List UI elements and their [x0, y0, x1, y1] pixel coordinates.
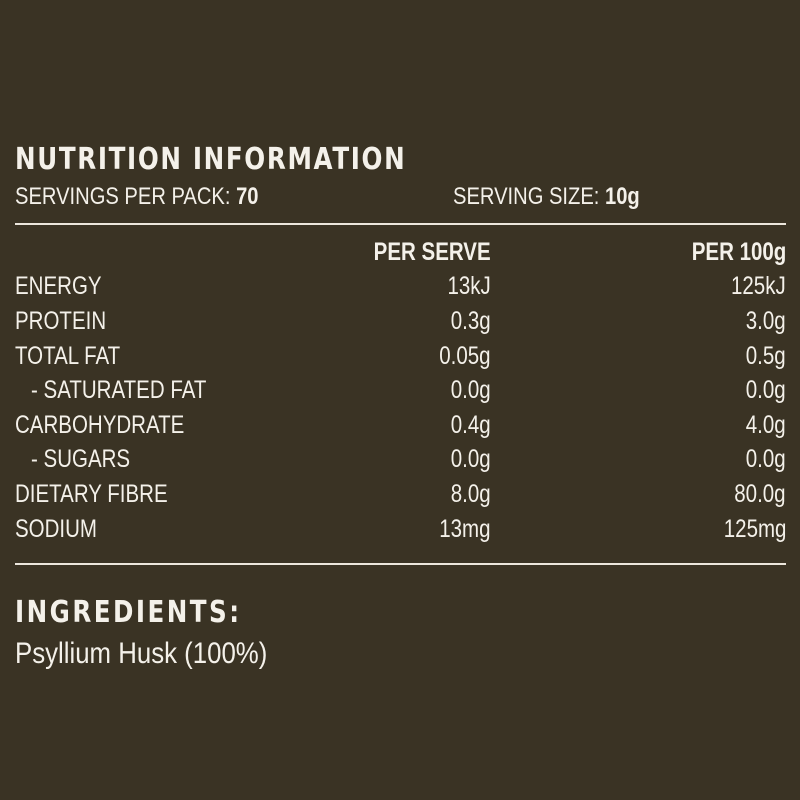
per-serve-value: 0.3g	[451, 306, 491, 335]
table-row: DIETARY FIBRE 8.0g 80.0g	[15, 477, 786, 512]
nutrition-title: NUTRITION INFORMATION	[15, 142, 407, 177]
per-serve-value: 13kJ	[447, 272, 491, 301]
table-row: SODIUM 13mg 125mg	[15, 512, 786, 547]
table-row: ENERGY 13kJ 125kJ	[15, 270, 786, 305]
nutrient-name: - SUGARS	[31, 445, 131, 474]
nutrient-name: TOTAL FAT	[15, 341, 121, 370]
top-divider	[15, 223, 786, 225]
per-100g-value: 125mg	[723, 514, 786, 543]
nutrition-panel: NUTRITION INFORMATION SERVINGS PER PACK:…	[15, 140, 786, 673]
per-100g-value: 80.0g	[734, 479, 786, 508]
bottom-divider	[15, 563, 786, 566]
servings-per-pack: SERVINGS PER PACK: 70	[15, 180, 259, 214]
nutrient-name: PROTEIN	[15, 306, 107, 335]
nutrition-table: PER SERVE PER 100g ENERGY 13kJ 125kJ PROTEI…	[15, 235, 786, 546]
table-row: - SATURATED FAT 0.0g 0.0g	[15, 373, 786, 408]
per-serve-value: 0.4g	[451, 410, 491, 439]
nutrient-name: CARBOHYDRATE	[15, 410, 185, 439]
nutrient-name: SODIUM	[15, 514, 97, 543]
per-serve-value: 8.0g	[451, 479, 491, 508]
per-serve-header: PER SERVE	[374, 237, 491, 266]
table-row: - SUGARS 0.0g 0.0g	[15, 443, 786, 478]
per-100g-value: 0.0g	[746, 445, 786, 474]
per-100g-value: 125kJ	[731, 272, 786, 301]
per-100g-value: 3.0g	[746, 306, 786, 335]
per-serve-value: 0.05g	[439, 341, 491, 370]
nutrient-name: - SATURATED FAT	[31, 376, 207, 405]
serving-size: SERVING SIZE: 10g	[453, 180, 640, 214]
per-serve-value: 0.0g	[451, 376, 491, 405]
serving-size-label: SERVING SIZE:	[453, 183, 600, 210]
serving-size-value: 10g	[605, 183, 640, 210]
nutrient-name: DIETARY FIBRE	[15, 479, 168, 508]
nutrient-column-header	[15, 235, 315, 270]
servings-per-pack-value: 70	[236, 183, 259, 210]
table-row: TOTAL FAT 0.05g 0.5g	[15, 339, 786, 374]
servings-per-pack-label: SERVINGS PER PACK:	[15, 183, 231, 210]
per-100g-value: 0.0g	[746, 376, 786, 405]
serving-info: SERVINGS PER PACK: 70 SERVING SIZE: 10g	[15, 180, 786, 214]
ingredients-title: INGREDIENTS:	[15, 595, 242, 631]
table-row: PROTEIN 0.3g 3.0g	[15, 304, 786, 339]
table-header-row: PER SERVE PER 100g	[15, 235, 786, 270]
table-row: CARBOHYDRATE 0.4g 4.0g	[15, 408, 786, 443]
per-100g-header: PER 100g	[691, 237, 786, 266]
ingredients-text: Psyllium Husk (100%)	[15, 637, 268, 671]
per-100g-value: 0.5g	[746, 341, 786, 370]
nutrient-name: ENERGY	[15, 272, 102, 301]
per-100g-value: 4.0g	[746, 410, 786, 439]
per-serve-value: 0.0g	[451, 445, 491, 474]
per-serve-value: 13mg	[439, 514, 491, 543]
